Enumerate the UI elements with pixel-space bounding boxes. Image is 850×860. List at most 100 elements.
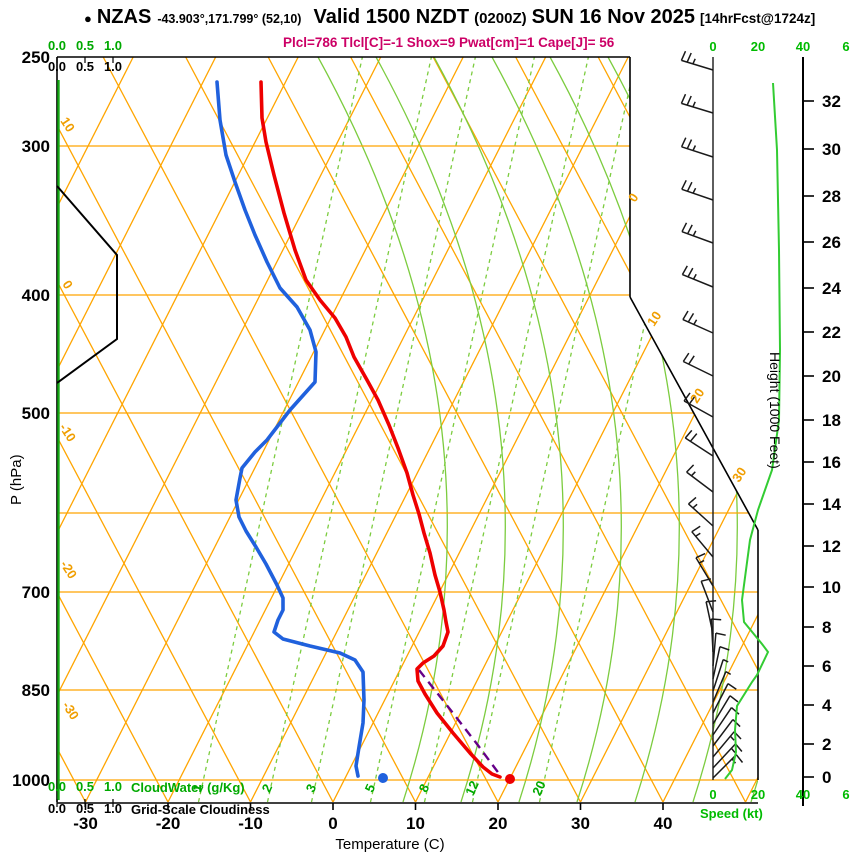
temp-axis-tick-label: 0	[328, 814, 337, 833]
temp-axis-tick-label: 40	[654, 814, 673, 833]
height-axis-tick-label: 28	[822, 187, 841, 206]
mixing-ratio-line	[369, 57, 536, 802]
isotherm-line	[167, 57, 547, 802]
dry-adiabat-line	[57, 57, 252, 802]
temp-axis-tick-label: -10	[238, 814, 263, 833]
wind-barb	[712, 658, 729, 692]
cloudwater-scale-number: 0.0	[48, 779, 66, 794]
cloudiness-scale-label: Grid-Scale Cloudiness	[131, 802, 270, 817]
isotherm-line	[57, 57, 134, 802]
valid-time-zulu: (0200Z)	[474, 10, 527, 27]
isotherm-label: 30	[729, 464, 749, 484]
wind-barb	[710, 618, 722, 653]
height-axis-tick-label: 24	[822, 279, 841, 298]
height-axis-tick-label: 6	[822, 657, 831, 676]
cloudiness-scale-number: 1.0	[104, 801, 122, 816]
speed-curve	[724, 82, 782, 780]
speed-axis-label: Speed (kt)	[700, 806, 763, 821]
height-axis-title: Height (1000 Feet)	[767, 352, 783, 469]
height-axis-tick-label: 14	[822, 495, 841, 514]
pressure-axis-tick-label: 500	[22, 404, 50, 423]
height-axis-tick-label: 26	[822, 233, 841, 252]
isotherm-line	[249, 57, 629, 802]
valid-time: Valid 1500 NZDT	[313, 6, 470, 28]
cloudwater-scale-number: 1.0	[104, 779, 122, 794]
wind-barb	[686, 464, 714, 493]
wind-barb	[680, 93, 714, 114]
temp-axis-tick-label: -20	[156, 814, 181, 833]
cloudwater-scale-number: 0.0	[48, 38, 66, 53]
speed-axis-number: 20	[751, 39, 765, 54]
wind-barb	[700, 578, 714, 613]
temperature-axis-title: Temperature (C)	[335, 836, 445, 853]
pressure-axis-tick-label: 700	[22, 583, 50, 602]
surface-dewpoint-dot	[378, 773, 388, 783]
mixing-ratio-label: 2	[259, 782, 276, 795]
dry-adiabat-label: -20	[57, 558, 80, 582]
wind-barb	[712, 707, 740, 736]
dry-adiabat-label: -30	[59, 699, 82, 723]
height-axis-tick-label: 32	[822, 92, 841, 111]
height-axis-tick-label: 8	[822, 618, 831, 637]
sounding-parameters: Plcl=786 Tlcl[C]=-1 Shox=9 Pwat[cm]=1 Ca…	[283, 35, 615, 50]
speed-axis-number: 6	[842, 787, 849, 802]
mixing-ratio-line	[266, 57, 433, 802]
wet-adiabat-line	[433, 57, 564, 802]
wind-barb	[687, 496, 714, 527]
dry-adiabat-line	[102, 57, 499, 802]
dry-adiabat-line	[57, 57, 334, 802]
speed-axis-number: 40	[796, 39, 810, 54]
wind-barb	[684, 429, 714, 457]
height-axis-tick-label: 18	[822, 411, 841, 430]
wind-barb	[682, 310, 714, 334]
temp-axis-tick-label: -30	[73, 814, 98, 833]
height-axis-tick-label: 0	[822, 768, 831, 787]
isotherm-line	[662, 57, 758, 802]
mixing-ratio-label: 8	[416, 782, 433, 795]
cloudiness-scale-number: 0.0	[48, 801, 66, 816]
wind-barb	[712, 682, 737, 714]
cloudwater-scale-number: 0.5	[76, 779, 94, 794]
height-axis-tick-label: 30	[822, 140, 841, 159]
wet-adiabat-line	[491, 57, 622, 802]
cloudwater-scale-label: CloudWater (g/Kg)	[131, 780, 245, 795]
wind-barb	[681, 222, 714, 244]
pressure-axis-tick-label: 250	[22, 48, 50, 67]
height-axis-tick-label: 4	[822, 696, 832, 715]
temp-axis-tick-label: 10	[406, 814, 425, 833]
wind-barb	[691, 525, 714, 558]
mixing-ratio-label: 20	[529, 778, 549, 797]
mixing-ratio-label: 5	[362, 782, 379, 795]
dry-adiabat-line	[57, 57, 417, 802]
wind-barb	[683, 392, 714, 418]
station-bullet-icon: ●	[84, 11, 92, 26]
pressure-axis-title: P (hPa)	[8, 454, 25, 505]
mixing-ratio-line	[471, 57, 638, 802]
wind-barbs	[680, 50, 744, 780]
wet-adiabat-line	[375, 57, 506, 802]
cloudiness-scale-number: 0.5	[76, 801, 94, 816]
wind-barb	[712, 695, 739, 725]
pressure-axis-tick-label: 400	[22, 286, 50, 305]
wet-adiabat-line	[317, 57, 448, 802]
cloudiness-scale-number: 1.0	[104, 59, 122, 74]
wind-barb	[712, 632, 726, 667]
mixing-ratio-line	[423, 57, 590, 802]
pressure-axis-tick-label: 300	[22, 137, 50, 156]
station-id: NZAS	[96, 6, 152, 28]
dry-adiabat-line	[267, 57, 664, 802]
wind-barb	[695, 552, 714, 587]
wind-barb	[681, 179, 714, 201]
valid-date: SUN 16 Nov 2025	[531, 6, 696, 28]
wind-barb	[680, 137, 714, 158]
dry-adiabat-line	[432, 57, 758, 802]
isotherm-line	[497, 57, 758, 802]
temp-axis-tick-label: 20	[489, 814, 508, 833]
cloudwater-scale-number: 0.5	[76, 38, 94, 53]
temperature-curve	[259, 80, 502, 779]
height-axis-tick-label: 16	[822, 453, 841, 472]
cloudwater-scale-number: 1.0	[104, 38, 122, 53]
isotherm-label: 20	[687, 385, 707, 405]
speed-axis-number: 40	[796, 787, 810, 802]
